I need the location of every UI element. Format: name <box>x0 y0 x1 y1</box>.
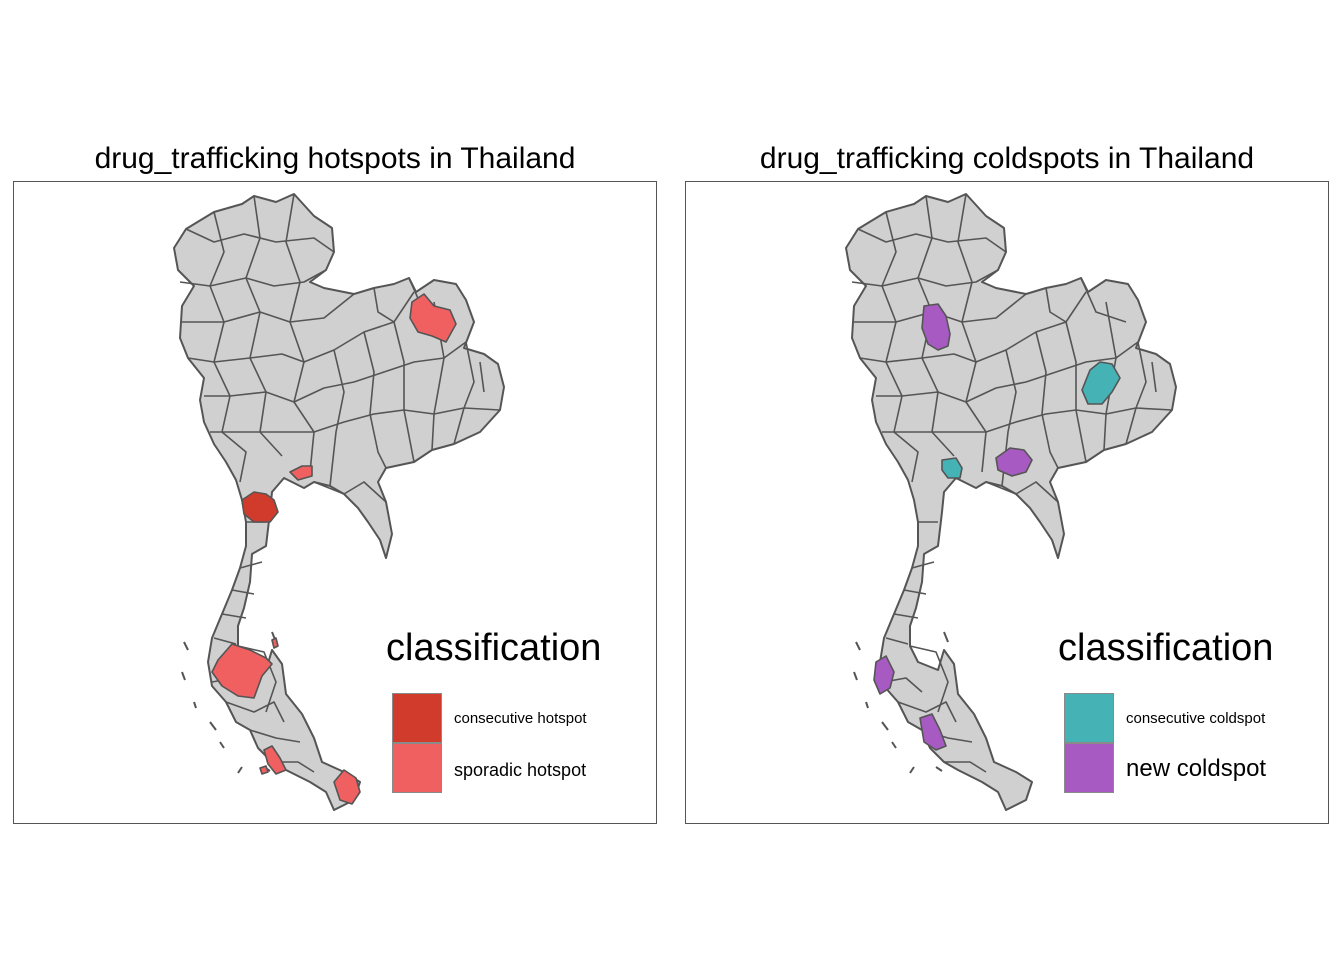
hotspot-provinces <box>211 293 457 805</box>
legend-title-hotspots: classification <box>386 627 602 669</box>
province-central-east-coldspot <box>995 447 1033 477</box>
province-north-central-coldspot <box>921 303 951 351</box>
province-island-hotspot <box>259 637 279 775</box>
province-south-far-east-hotspot <box>333 769 361 805</box>
coldspot-provinces <box>873 303 1121 751</box>
map-frame-coldspots: classification consecutive coldspot new … <box>685 181 1329 824</box>
legend-label-consecutive-hotspot: consecutive hotspot <box>454 710 587 727</box>
map-title-coldspots: drug_trafficking coldspots in Thailand <box>759 142 1255 175</box>
thailand-map-hotspots <box>173 193 505 811</box>
thailand-map-coldspots <box>845 193 1177 811</box>
province-south-lower-west-hotspot <box>263 745 287 775</box>
province-south-west-coast-coldspot <box>873 655 895 695</box>
province-central-east-small-hotspot <box>289 465 313 481</box>
province-northeast-north-hotspot <box>409 293 457 343</box>
map-frame-hotspots: classification consecutive hotspot spora… <box>13 181 657 824</box>
province-central-coldspot <box>941 457 963 479</box>
legend-label-sporadic-hotspot: sporadic hotspot <box>454 760 587 780</box>
legend-swatch-consecutive-hotspot <box>392 693 442 743</box>
legend-title-coldspots: classification <box>1058 627 1274 669</box>
province-west-central-hotspot <box>241 491 279 523</box>
legend-swatch-consecutive-coldspot <box>1064 693 1114 743</box>
province-south-center-coldspot <box>919 713 947 751</box>
legend-swatch-sporadic-hotspot <box>392 743 442 793</box>
legend-swatch-new-coldspot <box>1064 743 1114 793</box>
legend-label-consecutive-coldspot: consecutive coldspot <box>1126 710 1266 727</box>
legend-label-new-coldspot: new coldspot <box>1126 755 1267 782</box>
province-south-upper-hotspot <box>211 643 273 699</box>
province-borders <box>851 193 1173 773</box>
map-title-hotspots: drug_trafficking hotspots in Thailand <box>94 142 576 175</box>
province-northeast-center-coldspot <box>1081 361 1121 405</box>
